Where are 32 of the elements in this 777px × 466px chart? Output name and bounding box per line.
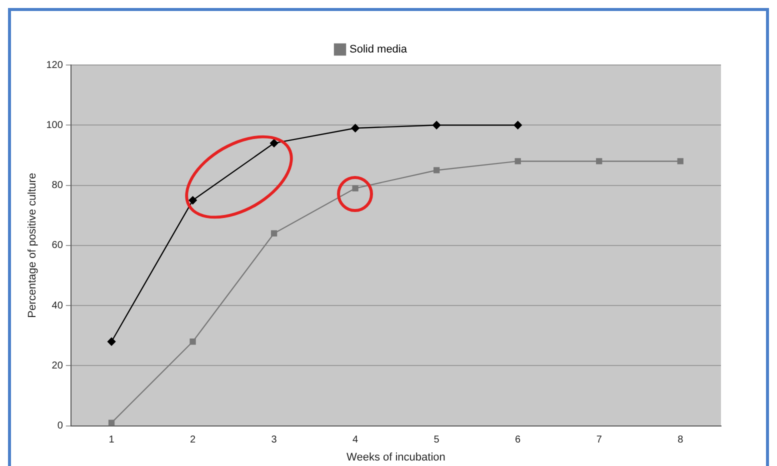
point [434,167,440,174]
point [108,420,115,426]
x-tick-label: 6 [515,434,522,446]
x-tick-label: 4 [352,434,359,446]
x-tick-label: 8 [678,434,684,446]
point [514,158,521,164]
point [596,158,602,164]
y-tick-label: 20 [52,360,64,372]
point [351,124,360,132]
point [432,121,441,130]
y-axis-title: Percentage of positive culture [26,172,39,318]
point [352,185,358,192]
x-tick-label: 1 [108,434,115,446]
point [270,230,278,236]
x-tick-label: 3 [271,434,278,446]
point [107,338,116,346]
legend-label: Solid media [350,44,408,56]
x-tick-label: 7 [596,434,602,446]
point [677,158,684,164]
x-tick-label: 5 [434,434,440,446]
y-tick-label: 0 [57,420,64,432]
y-tick-label: 40 [52,300,64,312]
point [188,196,197,204]
x-axis-title: Weeks of incubation [346,451,446,464]
x-tick-label: 2 [190,434,196,446]
y-tick-label: 100 [46,120,64,131]
y-tick-label: 80 [52,180,64,192]
point [270,139,278,148]
y-tick-label: 120 [46,60,64,71]
point [514,121,522,130]
point [190,338,196,345]
y-tick-label: 60 [52,240,64,252]
